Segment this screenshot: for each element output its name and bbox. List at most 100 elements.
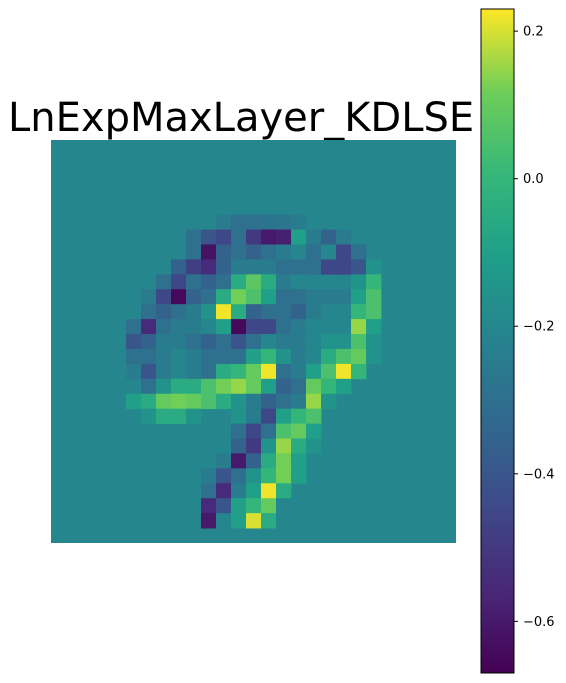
heatmap-cell	[306, 423, 322, 439]
heatmap-cell	[126, 319, 142, 335]
heatmap-cell	[246, 259, 262, 275]
heatmap-cell	[306, 378, 322, 395]
heatmap-cell	[171, 363, 187, 380]
heatmap-cell	[246, 363, 262, 380]
heatmap-cell	[306, 244, 322, 260]
heatmap-cell	[186, 289, 202, 305]
heatmap-cell	[216, 498, 232, 514]
heatmap-cell	[231, 423, 247, 439]
heatmap-cell	[261, 378, 277, 395]
heatmap-cell	[351, 259, 367, 275]
heatmap-cell	[201, 513, 217, 529]
heatmap-cell	[201, 498, 217, 514]
heatmap-cell	[291, 289, 307, 305]
heatmap-cell	[351, 363, 367, 380]
chart-title: LnExpMaxLayer_KDLSE	[8, 95, 475, 141]
heatmap-cell	[276, 483, 292, 499]
heatmap-cell	[141, 378, 157, 395]
heatmap-cell	[291, 214, 307, 230]
colorbar-ticks: 0.2 0.0 −0.2 −0.4 −0.6	[514, 25, 555, 630]
heatmap-cell	[261, 393, 277, 410]
heatmap-cell	[321, 244, 337, 260]
heatmap-cell	[321, 378, 337, 395]
heatmap-cell	[276, 289, 292, 305]
heatmap-cell	[276, 513, 292, 529]
heatmap-cell	[276, 453, 292, 469]
heatmap-cell	[141, 334, 157, 350]
heatmap-cell	[216, 378, 232, 395]
heatmap-cell	[321, 289, 337, 305]
heatmap-cell	[216, 259, 232, 275]
heatmap-cell	[231, 393, 247, 410]
heatmap-cell	[201, 259, 217, 275]
heatmap-cell	[351, 274, 367, 290]
colorbar-tick-label: 0.0	[523, 172, 544, 187]
heatmap-cell	[366, 259, 382, 275]
heatmap-cell	[231, 438, 247, 454]
heatmap-cell	[246, 393, 262, 410]
heatmap-cell	[156, 393, 172, 410]
heatmap-cell	[216, 289, 232, 305]
heatmap-cell	[291, 274, 307, 290]
heatmap-cell	[201, 334, 217, 350]
heatmap-cell	[231, 244, 247, 260]
heatmap-cell	[336, 244, 352, 260]
heatmap-cell	[246, 348, 262, 365]
heatmap-cell	[336, 334, 352, 350]
heatmap-cell	[366, 334, 382, 350]
heatmap-cell	[276, 319, 292, 335]
heatmap-cell	[276, 393, 292, 410]
heatmap-cell	[336, 289, 352, 305]
heatmap-cell	[246, 468, 262, 484]
heatmap-cell	[216, 304, 232, 320]
heatmap-cell	[276, 498, 292, 514]
heatmap-cell	[246, 274, 262, 290]
heatmap-cell	[216, 438, 232, 454]
heatmap-cell	[201, 468, 217, 484]
heatmap-cell	[201, 483, 217, 499]
heatmap-cell	[291, 408, 307, 424]
heatmap-cell	[246, 378, 262, 395]
heatmap-cell	[351, 289, 367, 305]
heatmap-cell	[171, 348, 187, 365]
heatmap-cell	[231, 468, 247, 484]
heatmap-cell	[276, 468, 292, 484]
heatmap-cell	[156, 274, 172, 290]
heatmap-cell	[156, 319, 172, 335]
heatmap-cell	[216, 319, 232, 335]
heatmap-cell	[276, 408, 292, 424]
heatmap-cell	[291, 229, 307, 245]
heatmap-cell	[306, 334, 322, 350]
heatmap-cell	[321, 334, 337, 350]
heatmap-cell	[261, 408, 277, 424]
heatmap-cell	[126, 334, 142, 350]
heatmap-cell	[246, 289, 262, 305]
heatmap-cell	[216, 393, 232, 410]
heatmap-cell	[216, 348, 232, 365]
heatmap-cell	[141, 289, 157, 305]
heatmap-cell	[261, 244, 277, 260]
heatmap-cell	[351, 334, 367, 350]
heatmap-cell	[186, 229, 202, 245]
heatmap-cell	[186, 408, 202, 424]
heatmap-cell	[291, 319, 307, 335]
heatmap-cell	[291, 468, 307, 484]
heatmap-cell	[231, 304, 247, 320]
heatmap-cell	[231, 483, 247, 499]
heatmap-cell	[216, 468, 232, 484]
heatmap-cell	[201, 274, 217, 290]
heatmap-cell	[306, 438, 322, 454]
heatmap-cell	[306, 363, 322, 380]
heatmap-cell	[261, 423, 277, 439]
heatmap-cell	[171, 334, 187, 350]
heatmap-cell	[231, 363, 247, 380]
heatmap-cell	[216, 244, 232, 260]
heatmap-cell	[186, 334, 202, 350]
heatmap-cell	[291, 423, 307, 439]
heatmap-cell	[246, 438, 262, 454]
heatmap-cell	[291, 348, 307, 365]
heatmap-cell	[231, 259, 247, 275]
heatmap-cell	[351, 348, 367, 365]
heatmap-cell	[366, 348, 382, 365]
heatmap-cell	[246, 513, 262, 529]
